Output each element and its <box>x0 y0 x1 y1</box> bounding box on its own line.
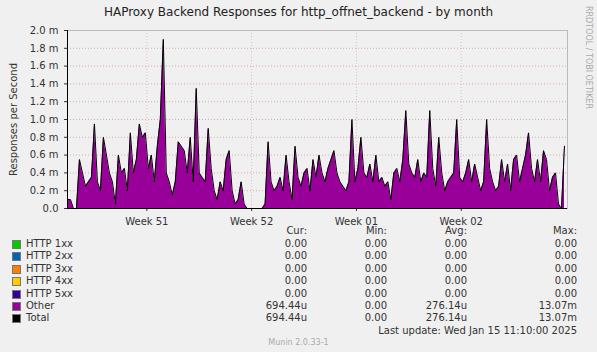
html-text:0.00: 0.00 <box>364 300 387 311</box>
html-text:0.00: 0.00 <box>444 250 467 262</box>
svg-text:Responses per Second: Responses per Second <box>8 63 19 176</box>
html-text:694.44u: 694.44u <box>265 312 307 324</box>
html-text:HAProxy Backend Responses for: HAProxy Backend Responses for http_offne… <box>103 5 494 19</box>
html-text:Other: Other <box>26 300 55 311</box>
html-text:0.00: 0.00 <box>554 262 577 274</box>
html-text:0.00: 0.00 <box>364 250 387 262</box>
html-text:694.44u: 694.44u <box>265 300 307 311</box>
html-text:0.00: 0.00 <box>284 275 307 287</box>
svg-text:0.2 m: 0.2 m <box>30 185 59 196</box>
html-text:HTTP 1xx: HTTP 1xx <box>26 238 73 249</box>
svg-text:Week 02: Week 02 <box>440 216 483 227</box>
html-text:276.14u: 276.14u <box>425 312 467 324</box>
html-text:HTTP 3xx: HTTP 3xx <box>26 262 73 274</box>
html-text:0.00: 0.00 <box>444 238 467 249</box>
html-text:0.00: 0.00 <box>364 287 387 299</box>
html-text:13.07m: 13.07m <box>538 300 577 311</box>
svg-text:1.8 m: 1.8 m <box>30 43 59 54</box>
html-text:0.00: 0.00 <box>554 275 577 287</box>
html-text:0.00: 0.00 <box>364 262 387 274</box>
svg-text:0.0: 0.0 <box>43 203 59 214</box>
html-text:0.00: 0.00 <box>444 262 467 274</box>
html-text:0.00: 0.00 <box>284 250 307 262</box>
svg-text:1.2 m: 1.2 m <box>30 96 59 107</box>
svg-text:1.6 m: 1.6 m <box>30 60 59 71</box>
html-text:0.00: 0.00 <box>444 275 467 287</box>
html-text:Total: Total <box>26 312 50 324</box>
html-text:0.00: 0.00 <box>554 238 577 249</box>
html-text:0.00: 0.00 <box>284 238 307 249</box>
html-text:0.00: 0.00 <box>554 250 577 262</box>
svg-text:0.6 m: 0.6 m <box>30 149 59 160</box>
html-text:HTTP 4xx: HTTP 4xx <box>26 275 73 287</box>
html-text:0.00: 0.00 <box>444 287 467 299</box>
html-text:Last update: Wed Jan 15 11:10:: Last update: Wed Jan 15 11:10:00 2025 <box>378 324 577 336</box>
svg-text:1.4 m: 1.4 m <box>30 78 59 89</box>
html-text:0.00: 0.00 <box>364 312 387 324</box>
svg-text:1.0 m: 1.0 m <box>30 114 59 125</box>
svg-text:0.4 m: 0.4 m <box>30 167 59 178</box>
html-text:13.07m: 13.07m <box>538 312 577 324</box>
html-text:276.14u: 276.14u <box>425 300 467 311</box>
html-text:Avg:: Avg: <box>445 225 467 236</box>
html-text:0.00: 0.00 <box>364 238 387 249</box>
svg-text:2.0 m: 2.0 m <box>30 25 59 36</box>
html-text:0.00: 0.00 <box>284 287 307 299</box>
html-text:0.00: 0.00 <box>364 275 387 287</box>
html-text:Min:: Min: <box>365 225 387 236</box>
html-text:HTTP 5xx: HTTP 5xx <box>26 287 73 299</box>
svg-text:Week 01: Week 01 <box>335 216 378 227</box>
html-text:Munin 2.0.33-1: Munin 2.0.33-1 <box>268 338 329 347</box>
svg-text:Week 52: Week 52 <box>230 216 273 227</box>
html-text:0.00: 0.00 <box>284 262 307 274</box>
svg-text:Week 51: Week 51 <box>125 216 168 227</box>
svg-text:0.8 m: 0.8 m <box>30 132 59 143</box>
html-text:Max:: Max: <box>553 225 577 236</box>
html-text:HTTP 2xx: HTTP 2xx <box>26 250 73 262</box>
html-text:Cur:: Cur: <box>286 225 307 236</box>
html-text:0.00: 0.00 <box>554 287 577 299</box>
html-text:RRDTOOL / TOBI OETIKER: RRDTOOL / TOBI OETIKER <box>584 6 593 109</box>
